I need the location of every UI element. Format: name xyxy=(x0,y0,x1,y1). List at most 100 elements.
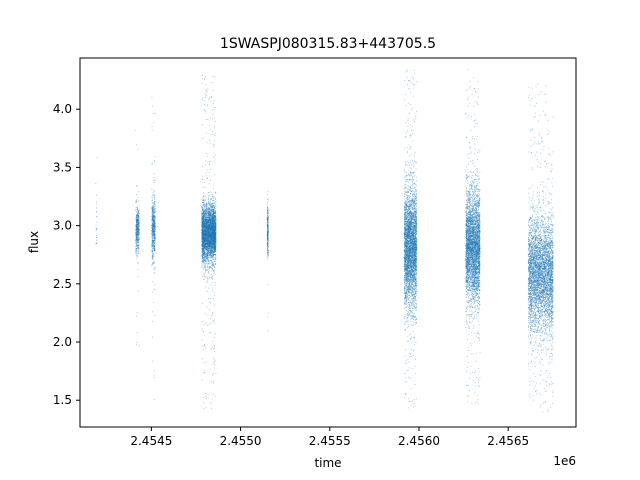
data-point xyxy=(96,228,97,230)
data-point xyxy=(201,211,203,212)
data-point xyxy=(154,197,155,199)
data-point xyxy=(137,227,138,229)
data-point xyxy=(211,264,213,265)
data-point xyxy=(137,245,139,247)
data-point xyxy=(208,268,210,270)
data-point xyxy=(213,208,215,209)
data-point xyxy=(136,342,138,343)
data-point xyxy=(204,242,206,244)
data-point xyxy=(151,248,153,250)
data-point xyxy=(204,220,206,221)
data-point xyxy=(208,203,210,205)
data-point xyxy=(212,202,214,204)
data-point xyxy=(151,163,153,165)
data-point xyxy=(152,256,154,258)
data-point xyxy=(153,235,155,237)
data-point xyxy=(154,237,156,239)
data-point xyxy=(206,193,208,195)
data-point xyxy=(202,209,203,211)
data-point xyxy=(204,208,206,209)
data-point xyxy=(203,213,205,215)
data-point xyxy=(215,258,217,259)
data-point xyxy=(151,227,153,229)
data-point xyxy=(152,194,154,196)
data-point xyxy=(136,227,138,228)
data-point xyxy=(138,230,140,232)
data-point xyxy=(210,318,211,319)
data-point xyxy=(154,182,155,183)
data-point xyxy=(154,269,155,271)
data-point xyxy=(136,226,138,228)
data-point xyxy=(214,294,215,296)
data-point xyxy=(152,232,154,234)
data-point xyxy=(137,229,139,230)
data-point xyxy=(153,207,155,209)
data-point xyxy=(204,313,206,315)
data-point xyxy=(153,233,154,235)
data-point xyxy=(204,200,206,202)
data-point xyxy=(206,209,208,210)
data-point xyxy=(204,271,206,273)
data-point xyxy=(135,229,137,230)
data-point xyxy=(136,233,138,235)
data-point xyxy=(211,277,213,279)
data-point xyxy=(211,205,213,206)
data-point xyxy=(207,220,209,222)
data-point xyxy=(203,324,205,325)
data-point xyxy=(210,238,211,240)
data-point xyxy=(203,275,205,277)
data-point xyxy=(207,279,209,281)
data-point xyxy=(214,266,215,268)
season-cluster xyxy=(135,130,140,346)
data-point xyxy=(213,210,214,212)
data-point xyxy=(209,191,211,193)
data-point xyxy=(151,262,153,264)
data-point xyxy=(152,216,153,217)
data-point xyxy=(205,322,207,324)
data-point xyxy=(208,287,209,289)
data-point xyxy=(209,138,210,140)
data-point xyxy=(154,222,155,224)
data-point xyxy=(214,254,216,256)
data-point xyxy=(210,213,212,215)
data-point xyxy=(207,118,209,120)
data-point xyxy=(212,290,214,292)
data-point xyxy=(205,76,207,77)
data-point xyxy=(138,223,140,225)
data-point xyxy=(152,241,154,243)
data-point xyxy=(137,262,139,263)
data-point xyxy=(206,397,207,399)
data-point xyxy=(214,117,215,119)
data-point xyxy=(152,253,154,255)
data-point xyxy=(209,242,211,244)
data-point xyxy=(151,243,153,245)
data-point xyxy=(152,211,154,212)
data-point xyxy=(137,234,138,236)
data-point xyxy=(96,237,97,238)
data-point xyxy=(206,227,207,229)
data-point xyxy=(212,275,214,277)
data-point xyxy=(204,370,206,371)
data-point xyxy=(214,361,215,363)
data-point xyxy=(211,204,213,205)
data-point xyxy=(203,109,205,110)
data-point xyxy=(152,219,154,220)
data-point xyxy=(154,231,155,233)
data-point xyxy=(207,192,209,193)
data-point xyxy=(214,367,215,369)
data-point xyxy=(203,249,204,251)
data-point xyxy=(205,253,207,255)
data-point xyxy=(209,163,210,165)
data-point xyxy=(214,76,215,78)
data-point xyxy=(213,103,214,105)
data-point xyxy=(137,208,138,209)
data-point xyxy=(205,205,206,207)
data-point xyxy=(154,248,156,250)
data-point xyxy=(213,157,214,158)
data-point xyxy=(153,231,155,233)
data-point xyxy=(212,256,213,257)
data-point xyxy=(154,250,156,252)
data-point xyxy=(202,78,203,80)
data-point xyxy=(154,238,156,239)
data-point xyxy=(208,267,210,269)
